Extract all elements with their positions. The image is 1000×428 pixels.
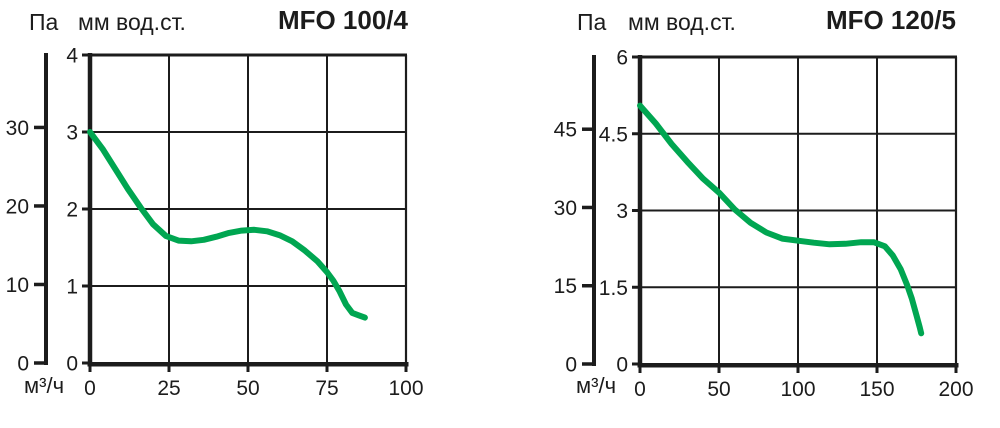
mm-tick-label: 0	[616, 354, 628, 377]
chart-title: MFO 120/5	[825, 5, 956, 35]
chart-mfo-120-5: Па мм вод.ст. MFO 120/5 м³/ч 0 1.5 3 4.5 6 0 5…	[500, 0, 1000, 428]
mm-water-axis-title: мм вод.ст.	[78, 9, 186, 35]
mm-tick-label: 2	[66, 199, 78, 222]
x-tick-label: 25	[157, 377, 180, 400]
x-tick-label: 0	[634, 378, 646, 401]
flow-axis-unit: м³/ч	[24, 373, 65, 398]
x-tick-label: 150	[859, 378, 894, 401]
x-tick-label: 50	[236, 377, 259, 400]
fan-curve-plot: 0 1.5 3 4.5 6 0 50 100 150 200 0 15 30 45	[554, 47, 974, 402]
fan-curve-plot: 0 1 2 3 4 0 25 50 75 100 0 10 20 30	[6, 45, 424, 401]
chart-title: MFO 100/4	[277, 5, 408, 35]
pa-tick-label: 20	[6, 195, 29, 218]
x-tick-label: 100	[780, 378, 815, 401]
pa-tick-label: 0	[565, 354, 577, 377]
mm-tick-label: 0	[66, 353, 78, 376]
pa-tick-label: 0	[17, 353, 29, 376]
mm-tick-label: 1.5	[599, 277, 628, 300]
flow-axis-unit: м³/ч	[576, 373, 617, 398]
mm-tick-label: 1	[66, 276, 78, 299]
pa-tick-label: 15	[554, 275, 577, 298]
pressure-flow-curve	[87, 129, 368, 321]
pa-tick-label: 45	[554, 119, 577, 142]
mm-tick-label: 3	[616, 200, 628, 223]
pa-tick-label: 10	[6, 274, 29, 297]
mm-tick-label: 4.5	[599, 123, 628, 146]
x-tick-label: 100	[388, 377, 423, 400]
pa-axis-title: Па	[577, 9, 607, 35]
x-tick-label: 200	[938, 378, 973, 401]
pa-tick-label: 30	[554, 197, 577, 220]
mm-tick-label: 6	[616, 47, 628, 70]
pa-axis-title: Па	[29, 9, 59, 35]
mm-tick-label: 4	[66, 45, 78, 68]
chart-mfo-100-4: Па мм вод.ст. MFO 100/4 м³/ч 0 1 2 3 4 0 25 50 7…	[6, 5, 424, 401]
pressure-flow-curve	[637, 102, 925, 337]
mm-water-axis-title: мм вод.ст.	[628, 9, 736, 35]
pa-tick-label: 30	[6, 117, 29, 140]
x-tick-label: 0	[84, 377, 96, 400]
x-tick-label: 50	[707, 378, 730, 401]
mm-tick-label: 3	[66, 122, 78, 145]
x-tick-label: 75	[315, 377, 338, 400]
